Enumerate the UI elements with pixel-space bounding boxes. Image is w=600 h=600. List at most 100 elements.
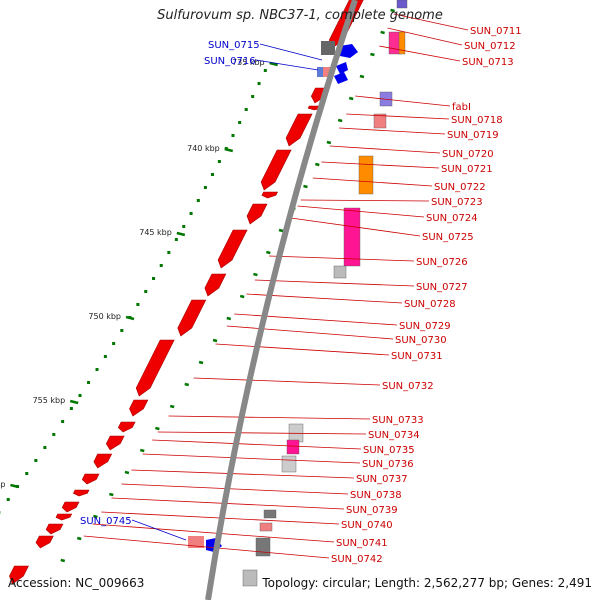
feature-box <box>255 537 271 557</box>
scale-tick <box>69 399 79 405</box>
scale-dot <box>112 342 116 345</box>
label-leader <box>268 255 415 262</box>
map-title: Sulfurovum sp. NBC37-1, complete genome <box>157 8 443 23</box>
label-leader <box>355 95 451 107</box>
label-leader <box>226 325 394 340</box>
scale-tick <box>176 231 186 237</box>
feature-box <box>396 0 408 9</box>
gene-arrow <box>55 513 73 521</box>
scale-tick <box>224 147 234 153</box>
gene-arrow <box>246 203 268 225</box>
label-leader <box>142 453 361 464</box>
gene-arrow <box>117 421 136 433</box>
scale-dot <box>203 186 207 189</box>
gene-arrow <box>261 191 279 199</box>
label-leader <box>111 497 345 510</box>
gene-label: SUN_0718 <box>451 115 503 126</box>
gene-arrow <box>204 273 227 297</box>
gene-label: SUN_0727 <box>416 282 468 293</box>
strand-marker <box>239 294 245 299</box>
feature-box <box>259 522 273 532</box>
gene-label: SUN_0739 <box>346 505 398 516</box>
gene-label: SUN_0729 <box>399 321 451 332</box>
gene-arrow <box>93 453 113 469</box>
label-leader <box>290 217 421 237</box>
gene-arrow <box>336 62 348 74</box>
feature-box <box>242 569 258 587</box>
strand-marker <box>139 448 145 453</box>
label-leader <box>387 27 463 46</box>
label-leaders <box>83 13 469 559</box>
strand-marker <box>348 96 354 101</box>
scale-label: 735 kbp <box>232 58 265 67</box>
scale-dot <box>238 121 242 124</box>
strand-marker <box>226 316 232 321</box>
gene-labels: SUN_0711 SUN_0712 SUN_0713 fabI SUN_0718 SUN_… <box>80 26 522 565</box>
scale-dot <box>251 95 255 98</box>
gene-label: SUN_0712 <box>464 41 516 52</box>
gene-label: fabI <box>452 102 471 113</box>
scale-dot <box>174 238 178 241</box>
gene-arrow <box>45 523 64 535</box>
gene-arrow <box>129 399 149 417</box>
scale-dot <box>196 199 200 202</box>
label-leader <box>346 113 450 120</box>
strand-marker <box>253 272 258 277</box>
scale-label: 755 kbp <box>33 396 66 405</box>
scale-dot <box>210 173 214 176</box>
scale-dot <box>52 433 56 436</box>
gene-label: SUN_0716 <box>204 56 256 67</box>
label-leader <box>234 313 398 326</box>
gene-label: SUN_0736 <box>362 459 414 470</box>
strand-marker <box>390 8 395 13</box>
strand-marker <box>60 558 66 563</box>
topology-text: Topology: circular; Length: 2,562,277 bp… <box>262 576 592 590</box>
strand-marker <box>303 184 308 189</box>
gene-label: SUN_0721 <box>441 164 493 175</box>
scale-tick <box>125 315 135 321</box>
label-leader <box>393 13 469 31</box>
gene-arrow <box>105 435 125 451</box>
scale-dot <box>69 407 73 410</box>
label-leader <box>254 279 415 287</box>
genome-backbone <box>205 0 358 600</box>
gene-label: SUN_0740 <box>341 520 393 531</box>
gene-arrow <box>285 113 313 147</box>
gene-arrow <box>72 489 90 497</box>
label-leader <box>300 199 430 202</box>
gene-arrow <box>177 299 207 337</box>
feature-box <box>373 113 387 129</box>
scale-dot <box>257 82 261 85</box>
gene-label: SUN_0738 <box>350 490 402 501</box>
gene-label: SUN_0724 <box>426 213 478 224</box>
label-leader <box>379 45 461 62</box>
label-leader <box>339 127 446 135</box>
gene-label: SUN_0734 <box>368 430 420 441</box>
strand-marker <box>198 360 204 365</box>
gene-arrow <box>260 149 292 191</box>
gene-arrow <box>135 339 175 397</box>
gene-label: SUN_0726 <box>416 257 468 268</box>
gene-box <box>321 41 335 55</box>
gene-label: SUN_0713 <box>462 57 514 68</box>
label-leader <box>312 177 433 187</box>
accession-text: Accession: NC_009663 <box>8 576 145 590</box>
gene-arrow <box>340 44 358 58</box>
scale-dot <box>217 160 221 163</box>
gene-label: SUN_0711 <box>470 26 522 37</box>
strand-marker <box>337 118 343 123</box>
gene-label: SUN_0719 <box>447 130 499 141</box>
scale-dot <box>95 368 99 371</box>
feature-box <box>281 455 297 473</box>
strand-marker <box>326 140 332 145</box>
gene-label: SUN_0722 <box>434 182 486 193</box>
feature-box <box>343 207 361 267</box>
feature-box <box>263 509 277 519</box>
scale-dot <box>144 290 148 293</box>
scale-dot <box>61 420 65 423</box>
strand-marker <box>212 338 218 343</box>
strand-marker <box>124 470 130 475</box>
feature-box <box>286 439 300 455</box>
scale-tick <box>269 61 278 67</box>
